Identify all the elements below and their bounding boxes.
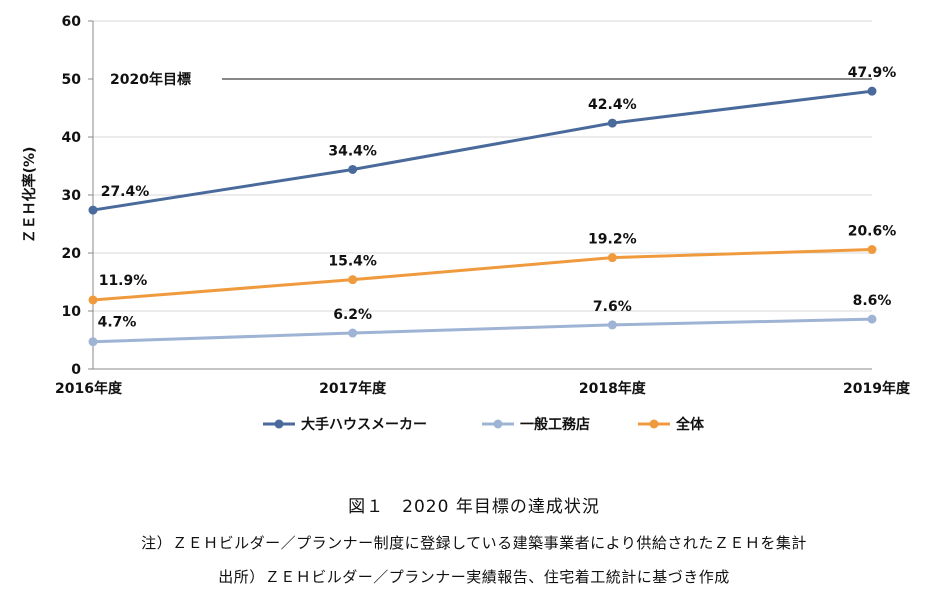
y-tick-label: 20 <box>62 246 82 262</box>
target-label: 2020年目標 <box>110 71 191 88</box>
data-point <box>348 164 358 174</box>
legend-label: 一般工務店 <box>520 416 590 433</box>
data-point <box>867 86 877 96</box>
data-label: 15.4% <box>328 254 377 270</box>
data-label: 27.4% <box>101 184 150 200</box>
data-label: 7.6% <box>593 299 632 315</box>
x-tick-label: 2016年度 <box>55 380 123 397</box>
legend-marker <box>649 419 659 429</box>
figure-source: 出所）ＺＥＨビルダー／プランナー実績報告、住宅着工統計に基づき作成 <box>218 568 730 586</box>
data-point <box>607 118 617 128</box>
y-tick-label: 40 <box>62 130 82 146</box>
data-point <box>348 328 358 338</box>
x-tick-label: 2018年度 <box>579 380 647 397</box>
y-tick-label: 10 <box>62 304 82 320</box>
y-tick-label: 0 <box>71 362 81 378</box>
legend-label: 全体 <box>675 416 705 433</box>
data-label: 8.6% <box>853 293 892 309</box>
data-point <box>607 253 617 263</box>
data-point <box>867 314 877 324</box>
data-point <box>88 295 98 305</box>
data-point <box>88 337 98 347</box>
legend-marker <box>493 419 503 429</box>
y-tick-label: 60 <box>62 14 82 30</box>
data-label: 47.9% <box>848 65 897 81</box>
data-point <box>607 320 617 330</box>
data-label: 42.4% <box>588 97 637 113</box>
x-tick-label: 2017年度 <box>319 380 387 397</box>
legend: 大手ハウスメーカー 一般工務店 全体 <box>263 416 705 433</box>
data-label: 6.2% <box>333 307 372 323</box>
zeh-rate-line-chart: 0 10 20 30 40 50 60 2016年度 2017年度 2018年度 2019年度 ＺＥＨ… <box>21 14 911 433</box>
data-label: 4.7% <box>98 315 137 331</box>
figure-note: 注）ＺＥＨビルダー／プランナー制度に登録している建築事業者により供給されたＺＥＨ… <box>141 534 807 552</box>
x-tick-label: 2019年度 <box>843 380 911 397</box>
data-point <box>348 275 358 285</box>
y-tick-label: 30 <box>62 188 82 204</box>
y-tick-label: 50 <box>62 72 82 88</box>
series-line <box>92 248 873 302</box>
data-label: 20.6% <box>848 224 897 240</box>
legend-marker <box>274 419 284 429</box>
legend-label: 大手ハウスメーカー <box>301 416 427 433</box>
data-label: 11.9% <box>99 273 148 289</box>
series-line <box>92 89 873 212</box>
target-reference: 2020年目標 <box>110 71 872 88</box>
data-label: 19.2% <box>588 232 637 248</box>
data-point <box>867 245 877 255</box>
y-axis-title: ＺＥＨ化率(%) <box>21 147 38 244</box>
series-lines <box>88 86 877 347</box>
axes: 0 10 20 30 40 50 60 2016年度 2017年度 2018年度 2019年度 ＺＥＨ… <box>21 14 911 397</box>
figure-title: 図１ 2020 年目標の達成状況 <box>348 497 600 517</box>
series-line <box>92 317 873 344</box>
data-labels: 27.4% 34.4% 42.4% 47.9% 4.7% 6.2% 7.6% 8.6% 11.9… <box>98 65 897 331</box>
data-point <box>88 205 98 215</box>
data-label: 34.4% <box>328 143 377 159</box>
